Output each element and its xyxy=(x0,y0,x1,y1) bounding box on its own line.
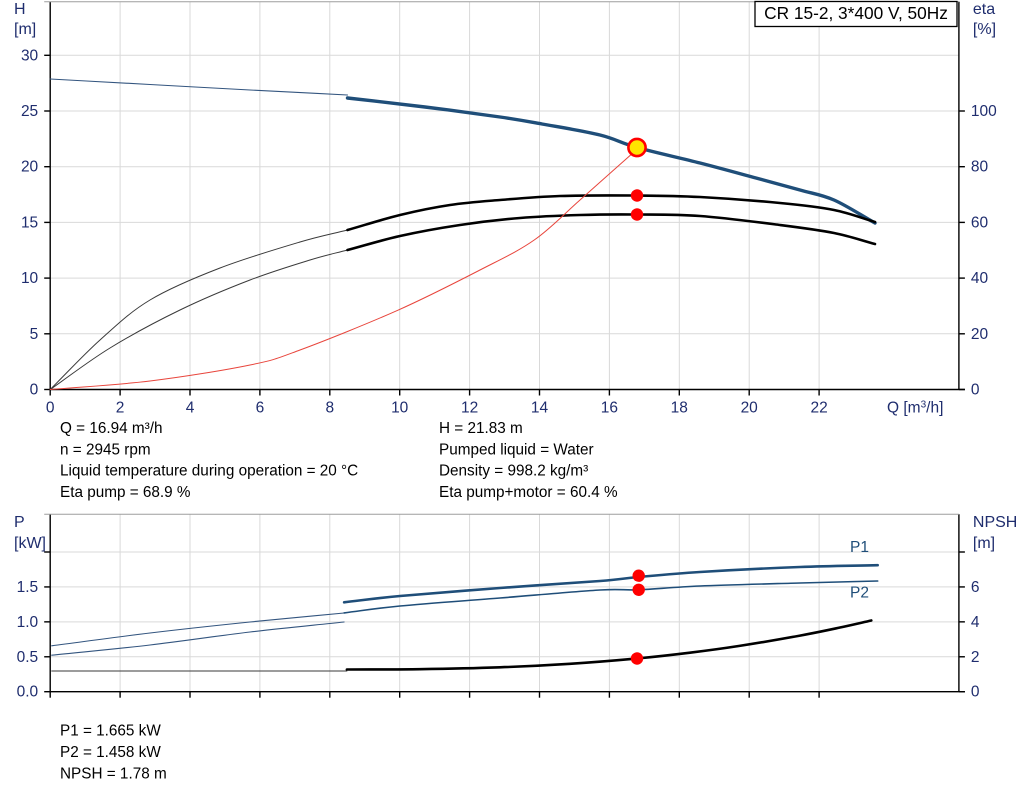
svg-text:2: 2 xyxy=(116,400,125,417)
svg-text:P: P xyxy=(14,514,25,531)
svg-text:4: 4 xyxy=(971,614,980,631)
svg-text:14: 14 xyxy=(531,400,549,417)
svg-text:P2: P2 xyxy=(850,585,869,602)
svg-text:H: H xyxy=(14,1,26,18)
svg-text:Density = 998.2 kg/m³: Density = 998.2 kg/m³ xyxy=(439,463,588,480)
svg-text:0.0: 0.0 xyxy=(17,684,39,701)
svg-text:n = 2945 rpm: n = 2945 rpm xyxy=(60,441,151,458)
svg-text:20: 20 xyxy=(21,159,39,176)
svg-text:5: 5 xyxy=(30,326,39,343)
svg-text:P1 = 1.665 kW: P1 = 1.665 kW xyxy=(60,723,161,740)
svg-text:P1: P1 xyxy=(850,539,869,556)
svg-text:eta: eta xyxy=(973,1,995,18)
svg-text:10: 10 xyxy=(21,270,39,287)
svg-text:22: 22 xyxy=(810,400,827,417)
svg-text:[m]: [m] xyxy=(973,535,995,552)
svg-text:1.5: 1.5 xyxy=(17,579,39,596)
svg-text:0: 0 xyxy=(971,684,980,701)
svg-text:P2 = 1.458 kW: P2 = 1.458 kW xyxy=(60,744,161,761)
svg-text:20: 20 xyxy=(741,400,759,417)
svg-text:2: 2 xyxy=(971,649,980,666)
svg-text:[kW]: [kW] xyxy=(14,535,46,552)
svg-text:8: 8 xyxy=(325,400,334,417)
svg-text:10: 10 xyxy=(391,400,409,417)
svg-text:15: 15 xyxy=(21,214,38,231)
svg-text:6: 6 xyxy=(256,400,265,417)
svg-text:0.5: 0.5 xyxy=(17,649,39,666)
svg-text:CR 15-2, 3*400 V, 50Hz: CR 15-2, 3*400 V, 50Hz xyxy=(764,3,948,23)
svg-text:[m]: [m] xyxy=(14,21,36,38)
svg-text:Liquid temperature during oper: Liquid temperature during operation = 20… xyxy=(60,463,358,480)
svg-text:0: 0 xyxy=(46,400,55,417)
svg-text:12: 12 xyxy=(461,400,478,417)
svg-text:25: 25 xyxy=(21,103,38,120)
svg-text:0: 0 xyxy=(971,382,980,399)
svg-text:30: 30 xyxy=(21,47,39,64)
svg-text:Q = 16.94 m³/h: Q = 16.94 m³/h xyxy=(60,420,162,437)
svg-text:4: 4 xyxy=(186,400,195,417)
svg-text:NPSH: NPSH xyxy=(973,514,1017,531)
svg-text:NPSH = 1.78 m: NPSH = 1.78 m xyxy=(60,765,167,781)
svg-text:Eta pump+motor = 60.4 %: Eta pump+motor = 60.4 % xyxy=(439,484,618,501)
svg-text:1.0: 1.0 xyxy=(17,614,39,631)
svg-text:60: 60 xyxy=(971,214,989,231)
svg-text:[%]: [%] xyxy=(973,21,996,38)
svg-text:18: 18 xyxy=(671,400,688,417)
svg-text:Pumped liquid = Water: Pumped liquid = Water xyxy=(439,441,594,458)
svg-text:Eta pump = 68.9 %: Eta pump = 68.9 % xyxy=(60,484,191,501)
svg-text:16: 16 xyxy=(601,400,618,417)
svg-text:0: 0 xyxy=(30,382,39,399)
svg-text:40: 40 xyxy=(971,270,989,287)
svg-text:80: 80 xyxy=(971,159,989,176)
svg-text:20: 20 xyxy=(971,326,989,343)
svg-text:6: 6 xyxy=(971,579,980,596)
svg-text:100: 100 xyxy=(971,103,997,120)
svg-text:Q [m3/h]: Q [m3/h] xyxy=(887,399,943,417)
svg-text:H = 21.83 m: H = 21.83 m xyxy=(439,420,523,437)
